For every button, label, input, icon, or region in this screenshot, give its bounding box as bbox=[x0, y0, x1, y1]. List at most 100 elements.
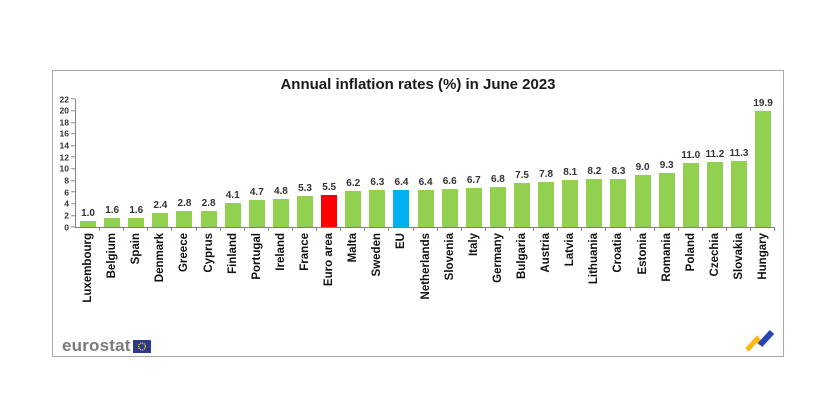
bar-column: 5.3 France bbox=[293, 99, 318, 323]
x-category-label: Italy bbox=[467, 233, 480, 257]
bar-zone: 6.2 bbox=[341, 99, 366, 231]
bar bbox=[345, 190, 362, 227]
bar-value-label: 6.6 bbox=[442, 175, 457, 187]
x-category-label: Netherlands bbox=[419, 233, 432, 300]
bar-value-label: 6.7 bbox=[466, 175, 481, 187]
x-category-label: Slovakia bbox=[733, 233, 745, 280]
bar-value-label: 6.4 bbox=[394, 176, 409, 188]
y-tick: 16 bbox=[60, 130, 75, 139]
y-tick-label: 10 bbox=[59, 163, 69, 174]
bar-value-label: 2.4 bbox=[153, 200, 168, 212]
y-tick: 18 bbox=[60, 118, 75, 127]
y-tick-mark bbox=[71, 179, 75, 181]
bar-column: 5.5 Euro area bbox=[317, 99, 342, 323]
bar-value-label: 7.5 bbox=[515, 170, 529, 182]
x-category-label: France bbox=[299, 233, 312, 271]
bar-value-label: 6.3 bbox=[370, 177, 385, 189]
bar-value-label: 11.0 bbox=[681, 150, 701, 161]
x-label-zone: Denmark bbox=[148, 227, 172, 323]
y-tick-label: 2 bbox=[64, 210, 69, 221]
x-label-zone: Bulgaria bbox=[510, 227, 534, 323]
x-category-label: Belgium bbox=[106, 233, 119, 279]
x-label-zone: Italy bbox=[462, 227, 486, 323]
bar-column: 9.3 Romania bbox=[655, 99, 679, 323]
bar bbox=[248, 199, 265, 227]
x-label-zone: France bbox=[293, 227, 317, 323]
bar-column: 4.8 Ireland bbox=[269, 99, 294, 323]
bar-zone: 9.3 bbox=[655, 99, 679, 231]
x-label-zone: Euro area bbox=[317, 227, 341, 323]
bar-zone: 6.7 bbox=[462, 99, 486, 231]
bar-column: 6.4 Netherlands bbox=[414, 99, 438, 323]
bar-zone: 1.6 bbox=[124, 99, 149, 231]
bar bbox=[80, 221, 97, 227]
bar-zone: 1.0 bbox=[76, 99, 101, 231]
x-label-zone: Croatia bbox=[606, 227, 630, 323]
x-category-label: Cyprus bbox=[202, 233, 215, 273]
bar-zone: 2.8 bbox=[197, 99, 221, 231]
y-tick-mark bbox=[71, 191, 75, 193]
y-tick-mark bbox=[71, 203, 75, 205]
x-category-label: Slovenia bbox=[443, 233, 456, 281]
y-tick-label: 6 bbox=[64, 186, 69, 197]
chart-footer: eurostat bbox=[62, 329, 776, 355]
bar-column: 9.0 Estonia bbox=[631, 99, 655, 323]
bar bbox=[417, 189, 434, 227]
bar bbox=[272, 199, 289, 227]
bar-column: 6.7 Italy bbox=[462, 99, 486, 323]
y-tick: 20 bbox=[60, 106, 75, 115]
bar-column: 2.8 Cyprus bbox=[197, 99, 221, 323]
bar-column: 11.0 Poland bbox=[679, 99, 703, 323]
bar-zone: 4.7 bbox=[245, 99, 269, 231]
bar-column: 6.4 EU bbox=[389, 99, 414, 323]
bar bbox=[562, 179, 579, 227]
x-label-zone: Poland bbox=[679, 227, 703, 323]
bar-value-label: 2.8 bbox=[177, 197, 192, 209]
bar-value-label: 8.2 bbox=[587, 166, 602, 178]
bar bbox=[755, 111, 772, 227]
bar-value-label: 9.3 bbox=[659, 159, 674, 171]
bar-zone: 5.5 bbox=[317, 99, 342, 231]
x-category-label: Luxembourg bbox=[82, 233, 95, 303]
y-tick-mark bbox=[71, 121, 75, 123]
bar-column: 4.1 Finland bbox=[221, 99, 245, 323]
x-category-label: Germany bbox=[491, 233, 504, 283]
bar-value-label: 4.7 bbox=[249, 186, 264, 198]
bar-column: 11.2 Czechia bbox=[703, 99, 728, 323]
y-tick-label: 22 bbox=[59, 93, 69, 104]
trend-arrow-icon bbox=[745, 329, 775, 352]
x-label-zone: Belgium bbox=[100, 227, 124, 323]
x-label-zone: Estonia bbox=[631, 227, 655, 323]
bar-zone: 1.6 bbox=[100, 99, 125, 231]
y-tick-mark bbox=[71, 145, 75, 147]
x-label-zone: Portugal bbox=[245, 227, 269, 323]
x-category-label: Croatia bbox=[612, 233, 625, 273]
x-category-label: Ireland bbox=[274, 233, 287, 271]
x-label-zone: Lithuania bbox=[582, 227, 606, 323]
x-category-label: Latvia bbox=[564, 233, 577, 267]
bar-zone: 4.8 bbox=[269, 99, 294, 231]
x-category-label: Euro area bbox=[323, 233, 336, 287]
bar bbox=[176, 210, 193, 227]
bar-series: 1.0 Luxembourg 1.6 Belgium 1.6 Spain 2.4 Denmar… bbox=[76, 99, 776, 323]
bar-zone: 11.3 bbox=[727, 99, 752, 231]
bar-value-label: 6.4 bbox=[418, 176, 433, 188]
bar-column: 6.3 Sweden bbox=[365, 99, 390, 323]
bar-value-label: 2.8 bbox=[201, 197, 216, 209]
y-tick-mark bbox=[71, 168, 75, 170]
bar bbox=[634, 174, 651, 227]
bar-column: 1.6 Belgium bbox=[100, 99, 125, 323]
x-label-zone: Cyprus bbox=[197, 227, 221, 323]
bar-zone: 6.6 bbox=[438, 99, 462, 231]
bar-zone: 19.9 bbox=[751, 99, 776, 231]
bar bbox=[369, 190, 386, 227]
bar-column: 19.9 Hungary bbox=[751, 99, 776, 323]
y-tick: 10 bbox=[60, 165, 75, 174]
x-label-zone: Ireland bbox=[269, 227, 293, 323]
bar bbox=[489, 187, 506, 227]
x-category-label: Finland bbox=[226, 233, 239, 274]
x-category-label: Portugal bbox=[250, 233, 263, 280]
x-category-label: EU bbox=[395, 233, 408, 249]
bar-value-label: 6.8 bbox=[490, 174, 505, 186]
